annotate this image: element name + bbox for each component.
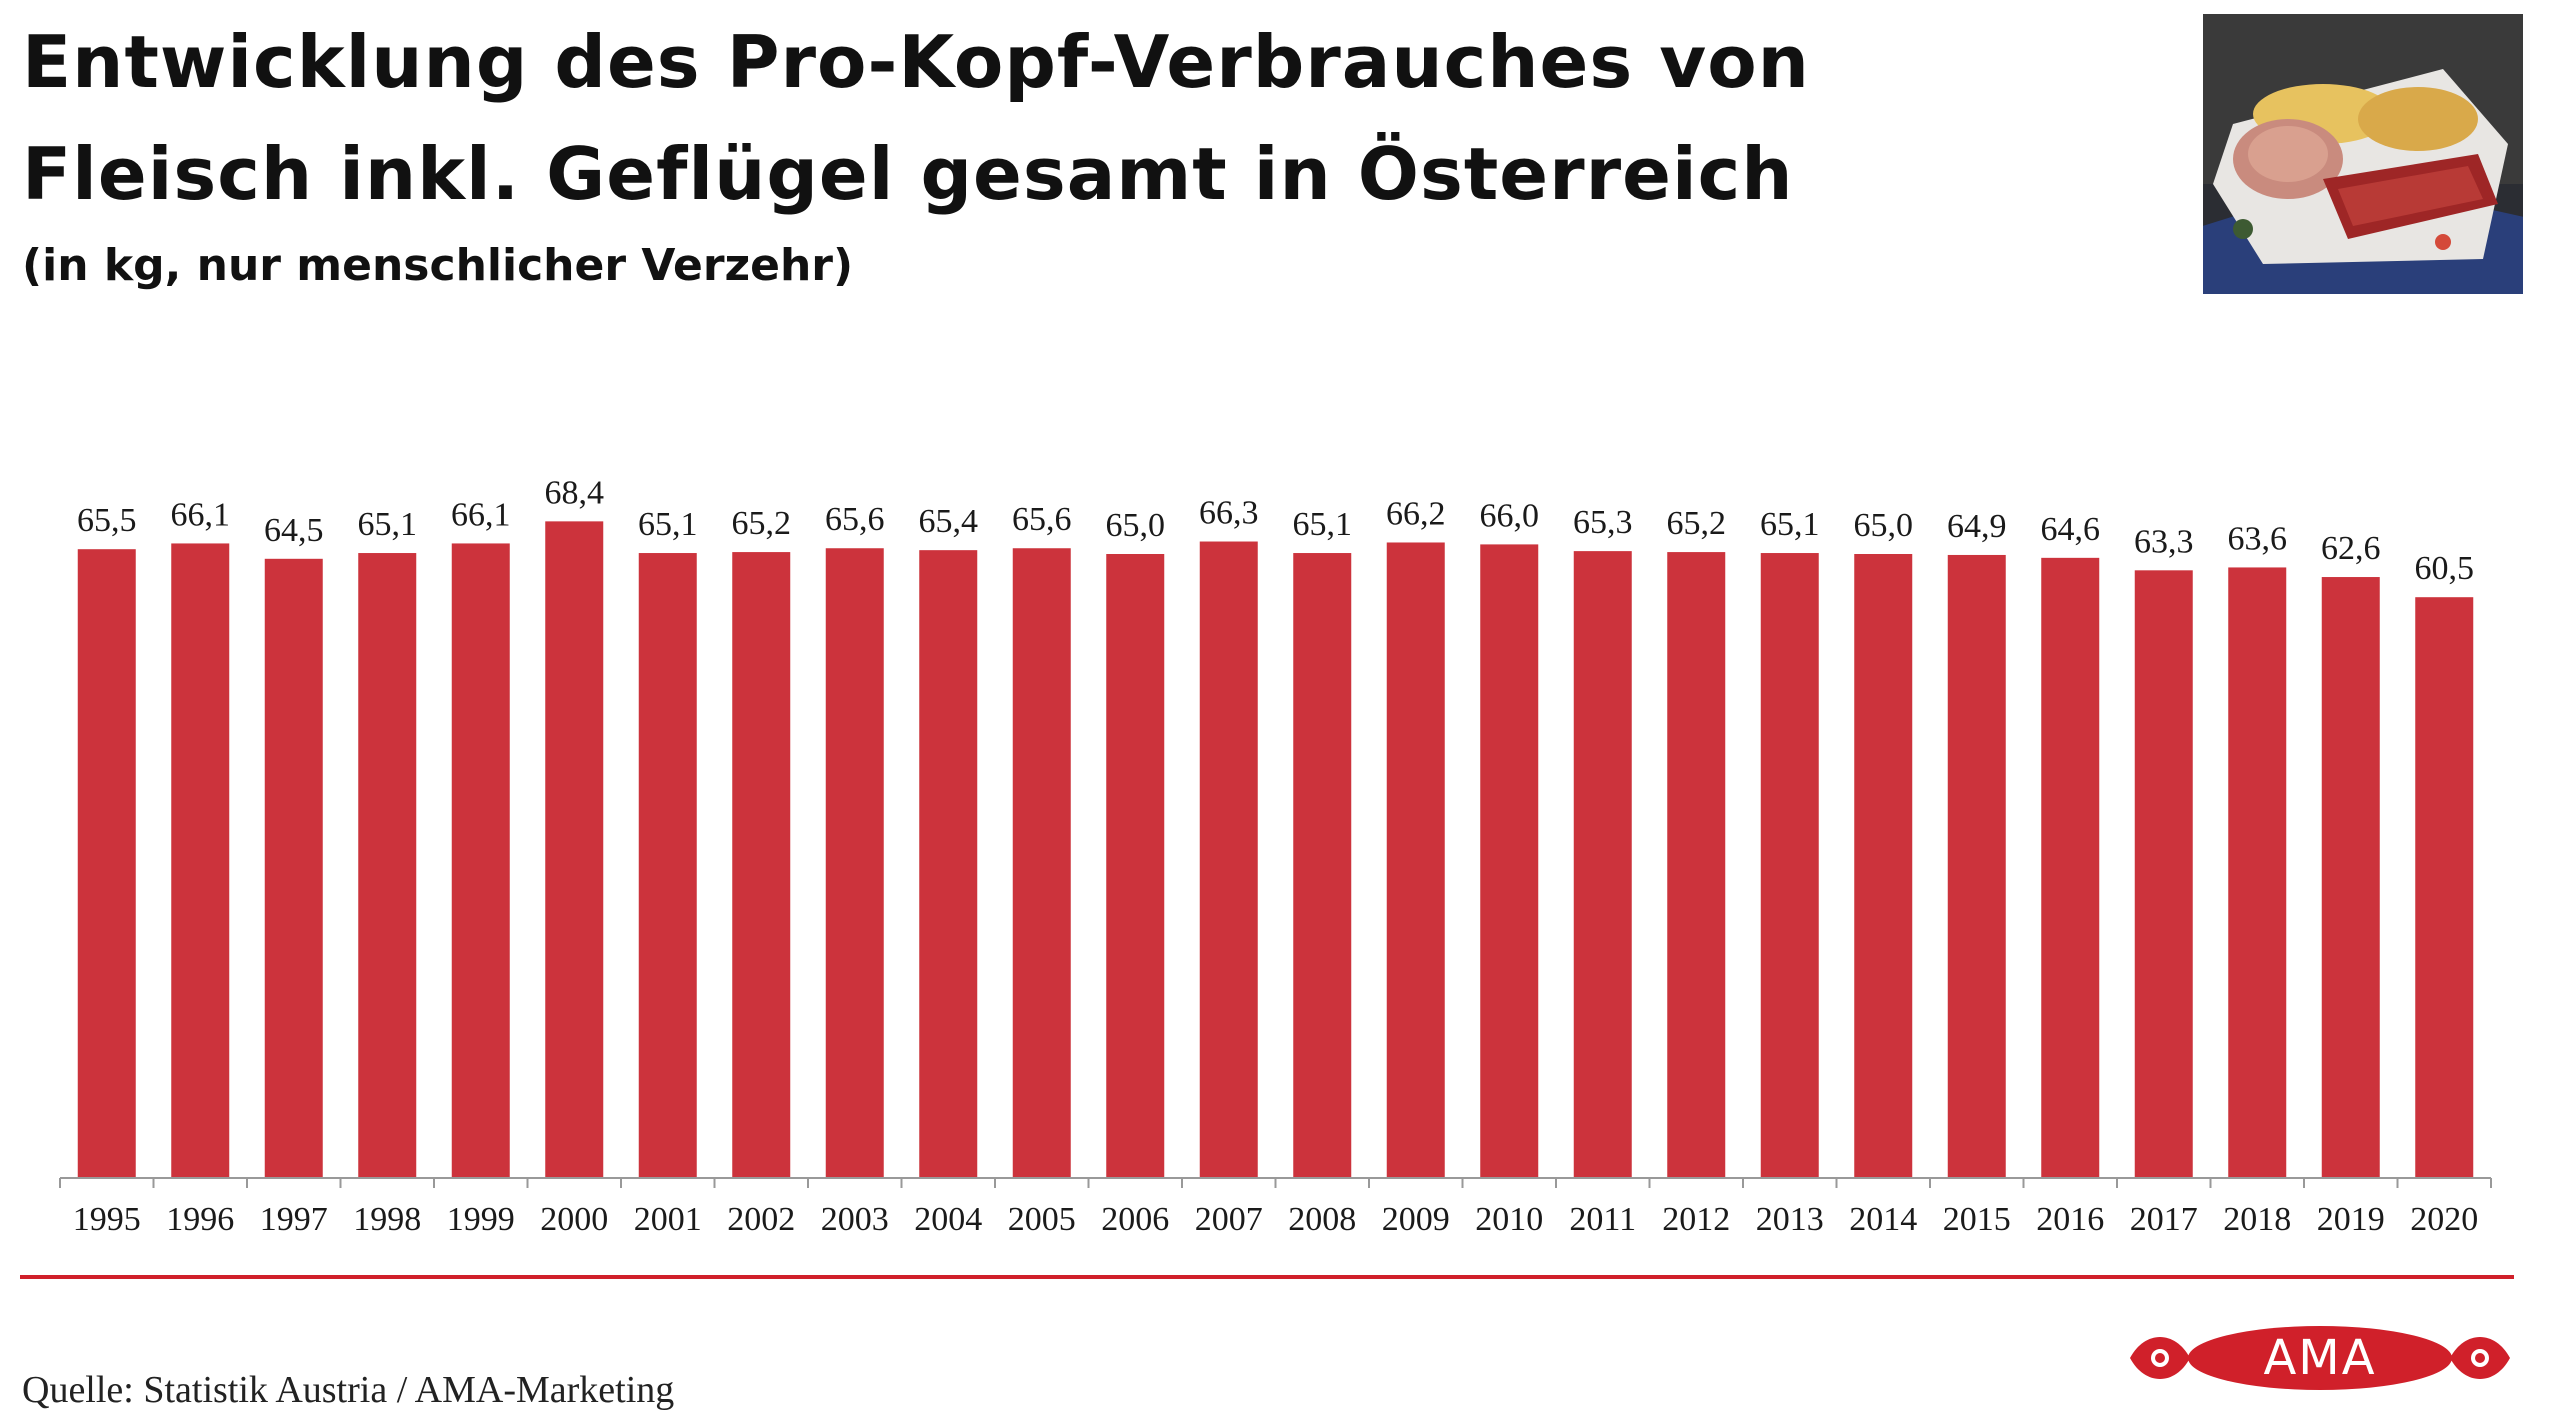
bar-2015 <box>1947 554 2006 1178</box>
value-label-2015: 64,9 <box>1947 508 2007 545</box>
tick-label-2006: 2006 <box>1101 1201 1169 1238</box>
value-label-2002: 65,2 <box>732 505 792 542</box>
meat-photo <box>2203 14 2523 294</box>
value-label-1998: 65,1 <box>358 506 418 543</box>
tick-label-1997: 1997 <box>260 1201 328 1238</box>
tick-label-2007: 2007 <box>1195 1201 1263 1238</box>
bar-2000 <box>545 521 604 1178</box>
bar-1998 <box>358 553 417 1178</box>
ama-logo: AMA <box>2120 1320 2520 1396</box>
value-label-2009: 66,2 <box>1386 495 1446 532</box>
value-label-2011: 65,3 <box>1573 504 1633 541</box>
value-label-2017: 63,3 <box>2134 523 2194 560</box>
bar-2012 <box>1667 552 1726 1178</box>
bar-2007 <box>1199 541 1258 1178</box>
bar-2016 <box>2041 557 2100 1178</box>
bar-2020 <box>2415 597 2474 1178</box>
tick-label-2003: 2003 <box>821 1201 889 1238</box>
value-label-2008: 65,1 <box>1293 506 1353 543</box>
ama-logo-graphic <box>2130 1326 2510 1390</box>
bar-2019 <box>2321 577 2380 1178</box>
tick-label-2001: 2001 <box>634 1201 702 1238</box>
bar-2017 <box>2134 570 2193 1178</box>
value-label-2013: 65,1 <box>1760 506 1820 543</box>
tick-label-2000: 2000 <box>540 1201 608 1238</box>
bar-2002 <box>732 552 791 1178</box>
bar-1997 <box>264 558 323 1178</box>
bar-2018 <box>2228 567 2287 1178</box>
tick-label-2009: 2009 <box>1382 1201 1450 1238</box>
ama-logo-text: AMA <box>2263 1330 2377 1386</box>
bar-2004 <box>919 550 978 1178</box>
bar-1999 <box>451 543 510 1178</box>
value-labels-group: 65,5 66,1 64,5 65,1 66,1 68,4 65,1 65,2 65,6 65,4… <box>77 474 2474 587</box>
bar-2010 <box>1480 544 1539 1178</box>
value-label-1999: 66,1 <box>451 496 511 533</box>
source-note: Quelle: Statistik Austria / AMA-Marketin… <box>22 1369 675 1411</box>
value-label-2004: 65,4 <box>919 503 979 540</box>
value-label-1997: 64,5 <box>264 512 324 549</box>
value-label-2000: 68,4 <box>545 474 605 511</box>
value-label-2006: 65,0 <box>1106 507 1166 544</box>
tick-label-1996: 1996 <box>166 1201 234 1238</box>
tick-label-2010: 2010 <box>1475 1201 1543 1238</box>
tick-label-2004: 2004 <box>914 1201 982 1238</box>
value-label-1995: 65,5 <box>77 502 137 539</box>
bar-2009 <box>1386 542 1445 1178</box>
bar-2001 <box>638 553 697 1178</box>
value-label-2014: 65,0 <box>1854 507 1914 544</box>
divider-line <box>20 1275 2514 1279</box>
tick-label-1998: 1998 <box>353 1201 421 1238</box>
tick-label-2002: 2002 <box>727 1201 795 1238</box>
value-label-1996: 66,1 <box>171 496 231 533</box>
chart-title: Entwicklung des Pro-Kopf-Verbrauches von… <box>22 6 2022 230</box>
x-axis <box>59 1177 2492 1188</box>
value-label-2010: 66,0 <box>1480 497 1540 534</box>
bar-2011 <box>1573 551 1632 1178</box>
tick-label-2014: 2014 <box>1849 1201 1917 1238</box>
tick-label-2020: 2020 <box>2410 1201 2478 1238</box>
value-label-2020: 60,5 <box>2415 550 2475 587</box>
title-line-2: Fleisch inkl. Geflügel gesamt in Österre… <box>22 132 1794 216</box>
value-label-2016: 64,6 <box>2041 511 2101 548</box>
bar-1996 <box>171 543 230 1178</box>
value-label-2012: 65,2 <box>1667 505 1727 542</box>
bar-1995 <box>77 549 136 1178</box>
value-label-2003: 65,6 <box>825 501 885 538</box>
tick-label-1999: 1999 <box>447 1201 515 1238</box>
title-line-1: Entwicklung des Pro-Kopf-Verbrauches von <box>22 20 1810 104</box>
tick-label-2018: 2018 <box>2223 1201 2291 1238</box>
value-label-2001: 65,1 <box>638 506 698 543</box>
tick-label-2017: 2017 <box>2130 1201 2198 1238</box>
chart-subtitle: (in kg, nur menschlicher Verzehr) <box>22 240 854 291</box>
bar-2014 <box>1854 554 1913 1178</box>
value-label-2019: 62,6 <box>2321 530 2381 567</box>
value-label-2005: 65,6 <box>1012 501 1072 538</box>
bar-2008 <box>1293 553 1352 1178</box>
tick-label-2011: 2011 <box>1569 1201 1636 1238</box>
value-label-2018: 63,6 <box>2228 520 2288 557</box>
tick-label-2015: 2015 <box>1943 1201 2011 1238</box>
tick-label-2019: 2019 <box>2317 1201 2385 1238</box>
x-tick-labels-group: 1995 1996 1997 1998 1999 2000 2001 2002 2003 2004… <box>73 1201 2479 1238</box>
tick-label-2016: 2016 <box>2036 1201 2104 1238</box>
bars-group <box>77 521 2474 1178</box>
tick-label-2005: 2005 <box>1008 1201 1076 1238</box>
tick-label-1995: 1995 <box>73 1201 141 1238</box>
tick-label-2013: 2013 <box>1756 1201 1824 1238</box>
bar-2005 <box>1012 548 1071 1178</box>
bar-2013 <box>1760 553 1819 1178</box>
value-label-2007: 66,3 <box>1199 495 1259 532</box>
tick-label-2008: 2008 <box>1288 1201 1356 1238</box>
tick-label-2012: 2012 <box>1662 1201 1730 1238</box>
bar-2003 <box>825 548 884 1178</box>
bar-2006 <box>1106 554 1165 1178</box>
